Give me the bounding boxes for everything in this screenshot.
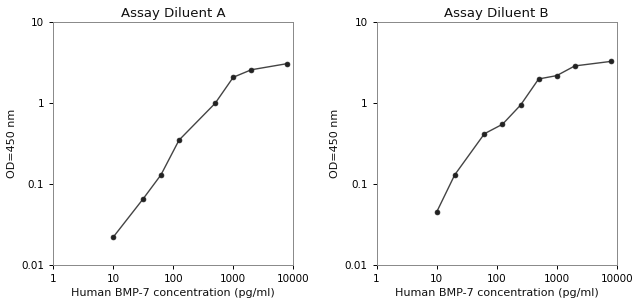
Title: Assay Diluent A: Assay Diluent A xyxy=(121,7,225,20)
Y-axis label: OD=450 nm: OD=450 nm xyxy=(7,109,17,178)
X-axis label: Human BMP-7 concentration (pg/ml): Human BMP-7 concentration (pg/ml) xyxy=(71,288,275,298)
X-axis label: Human BMP-7 concentration (pg/ml): Human BMP-7 concentration (pg/ml) xyxy=(395,288,598,298)
Title: Assay Diluent B: Assay Diluent B xyxy=(444,7,549,20)
Y-axis label: OD=450 nm: OD=450 nm xyxy=(330,109,340,178)
